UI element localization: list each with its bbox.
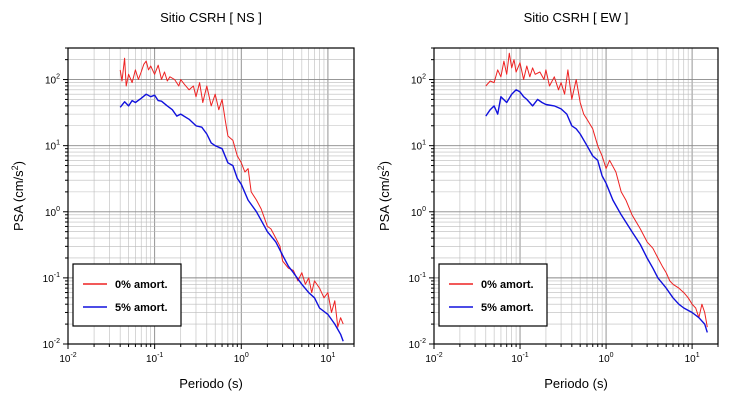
series-line-damped bbox=[485, 89, 708, 333]
y-axis-label: PSA (cm/s2) bbox=[376, 161, 392, 231]
x-tick-label-base: 10 bbox=[320, 354, 332, 365]
x-tick-label: 10-2 bbox=[59, 352, 76, 365]
y-tick-label-base: 10 bbox=[411, 76, 423, 87]
y-tick-label-base: 10 bbox=[411, 142, 423, 153]
legend-box bbox=[72, 263, 182, 327]
y-tick-label-exponent: -2 bbox=[420, 338, 426, 345]
x-tick-label-exponent: 1 bbox=[332, 352, 336, 359]
legend-label: 0% amort. bbox=[115, 279, 168, 291]
y-tick-label: 10-1 bbox=[43, 272, 60, 285]
x-tick-label-exponent: -1 bbox=[522, 352, 528, 359]
x-axis-label: Periodo (s) bbox=[544, 376, 608, 391]
y-tick-label-exponent: 0 bbox=[422, 206, 426, 213]
y-tick-label: 102 bbox=[45, 74, 60, 87]
x-tick-label-exponent: -2 bbox=[436, 352, 442, 359]
y-tick-label-exponent: 1 bbox=[56, 140, 60, 147]
y-tick-label: 10-1 bbox=[409, 272, 426, 285]
x-axis-label: Periodo (s) bbox=[179, 376, 243, 391]
x-tick-label-base: 10 bbox=[599, 354, 611, 365]
y-tick-label: 102 bbox=[411, 74, 426, 87]
x-tick-label-exponent: -1 bbox=[157, 352, 163, 359]
x-tick-label-base: 10 bbox=[59, 354, 71, 365]
legend-box bbox=[438, 263, 548, 327]
y-tick-label-exponent: 1 bbox=[422, 140, 426, 147]
y-tick-label-base: 10 bbox=[409, 340, 421, 351]
x-tick-label: 101 bbox=[685, 352, 700, 365]
y-tick-label: 10-2 bbox=[409, 338, 426, 351]
x-tick-label: 100 bbox=[599, 352, 614, 365]
y-tick-label: 101 bbox=[45, 140, 60, 153]
y-tick-label-base: 10 bbox=[45, 142, 57, 153]
y-axis-label-superscript: 2 bbox=[10, 165, 20, 170]
y-tick-label-exponent: -2 bbox=[54, 338, 60, 345]
x-tick-label-base: 10 bbox=[511, 354, 523, 365]
series-line-undamped bbox=[485, 52, 708, 328]
x-tick-label-exponent: 0 bbox=[245, 352, 249, 359]
legend-label: 5% amort. bbox=[115, 302, 168, 314]
legend-label: 5% amort. bbox=[481, 302, 534, 314]
y-tick-label-exponent: 2 bbox=[56, 74, 60, 81]
y-tick-label: 100 bbox=[411, 206, 426, 219]
chart-title: Sitio CSRH [ NS ] bbox=[160, 10, 262, 25]
x-tick-label-base: 10 bbox=[425, 354, 437, 365]
plot-frame bbox=[67, 47, 355, 345]
chart-title: Sitio CSRH [ EW ] bbox=[524, 10, 629, 25]
y-tick-label: 10-2 bbox=[43, 338, 60, 351]
y-axis-label-superscript: 2 bbox=[376, 165, 386, 170]
y-tick-label: 100 bbox=[45, 206, 60, 219]
x-tick-label-exponent: -2 bbox=[70, 352, 76, 359]
y-tick-label-base: 10 bbox=[43, 340, 55, 351]
x-tick-label-base: 10 bbox=[685, 354, 697, 365]
y-axis-label-close: ) bbox=[377, 161, 392, 165]
x-tick-label-exponent: 0 bbox=[610, 352, 614, 359]
series-line-damped bbox=[119, 93, 344, 342]
y-tick-label-base: 10 bbox=[411, 208, 423, 219]
x-tick-label: 10-1 bbox=[146, 352, 163, 365]
y-tick-label-base: 10 bbox=[43, 274, 55, 285]
y-tick-label-exponent: -1 bbox=[420, 272, 426, 279]
x-tick-label: 10-2 bbox=[425, 352, 442, 365]
legend: 0% amort. 5% amort. bbox=[438, 263, 548, 327]
series-line-undamped bbox=[119, 57, 344, 328]
plot-frame bbox=[433, 47, 719, 345]
legend-label: 0% amort. bbox=[481, 279, 534, 291]
tick-marks bbox=[63, 47, 355, 349]
x-tick-label: 100 bbox=[234, 352, 249, 365]
y-tick-label-base: 10 bbox=[45, 208, 57, 219]
x-tick-label-exponent: 1 bbox=[696, 352, 700, 359]
y-tick-label-exponent: 2 bbox=[422, 74, 426, 81]
y-axis-label-close: ) bbox=[11, 161, 26, 165]
x-tick-label: 10-1 bbox=[511, 352, 528, 365]
x-tick-label: 101 bbox=[320, 352, 335, 365]
y-tick-label: 101 bbox=[411, 140, 426, 153]
y-axis-label-text: PSA (cm/s bbox=[11, 170, 26, 231]
y-tick-label-base: 10 bbox=[409, 274, 421, 285]
y-axis-label: PSA (cm/s2) bbox=[10, 161, 26, 231]
x-tick-label-base: 10 bbox=[234, 354, 246, 365]
x-tick-label-base: 10 bbox=[146, 354, 158, 365]
legend: 0% amort. 5% amort. bbox=[72, 263, 182, 327]
tick-marks bbox=[429, 47, 719, 349]
y-tick-label-exponent: -1 bbox=[54, 272, 60, 279]
y-tick-label-base: 10 bbox=[45, 76, 57, 87]
y-axis-label-text: PSA (cm/s bbox=[377, 170, 392, 231]
y-tick-label-exponent: 0 bbox=[56, 206, 60, 213]
